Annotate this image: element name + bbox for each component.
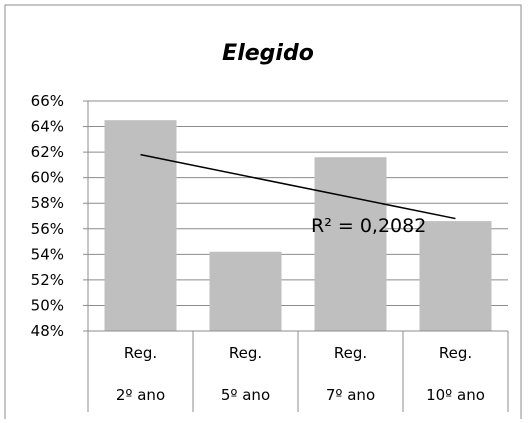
bar — [419, 221, 492, 331]
bar — [314, 157, 387, 331]
category-label: Reg. — [229, 344, 262, 362]
y-tick-label: 64% — [31, 118, 64, 136]
category-label: Reg. — [439, 344, 472, 362]
category-label: 2º ano — [116, 386, 165, 404]
y-tick-label: 56% — [31, 220, 64, 238]
y-tick-label: 66% — [31, 92, 64, 110]
y-tick-label: 54% — [31, 245, 64, 263]
category-label: 10º ano — [426, 386, 485, 404]
bar — [209, 251, 282, 331]
trendline-line — [140, 153, 456, 220]
y-tick-label: 52% — [31, 271, 64, 289]
axes — [87, 101, 509, 412]
bar — [104, 120, 177, 332]
y-axis-ticks: 48% 50% 52% 54% 56% 58% 60% 62% 64% 66% — [31, 92, 64, 340]
y-tick-label: 50% — [31, 296, 64, 314]
trendline: R² = 0,2082 — [140, 153, 456, 237]
chart-title: Elegido — [222, 41, 314, 66]
category-label: Reg. — [124, 344, 157, 362]
category-label: 5º ano — [221, 386, 270, 404]
category-label: 7º ano — [326, 386, 375, 404]
bars — [104, 120, 492, 332]
category-axis: Reg. 2º ano Reg. 5º ano Reg. 7º ano Reg. 10º an… — [116, 344, 485, 404]
r-squared-label: R² = 0,2082 — [311, 215, 426, 237]
y-tick-label: 62% — [31, 143, 64, 161]
y-tick-label: 48% — [31, 322, 64, 340]
y-tick-label: 60% — [31, 169, 64, 187]
y-tick-label: 58% — [31, 194, 64, 212]
category-label: Reg. — [334, 344, 367, 362]
